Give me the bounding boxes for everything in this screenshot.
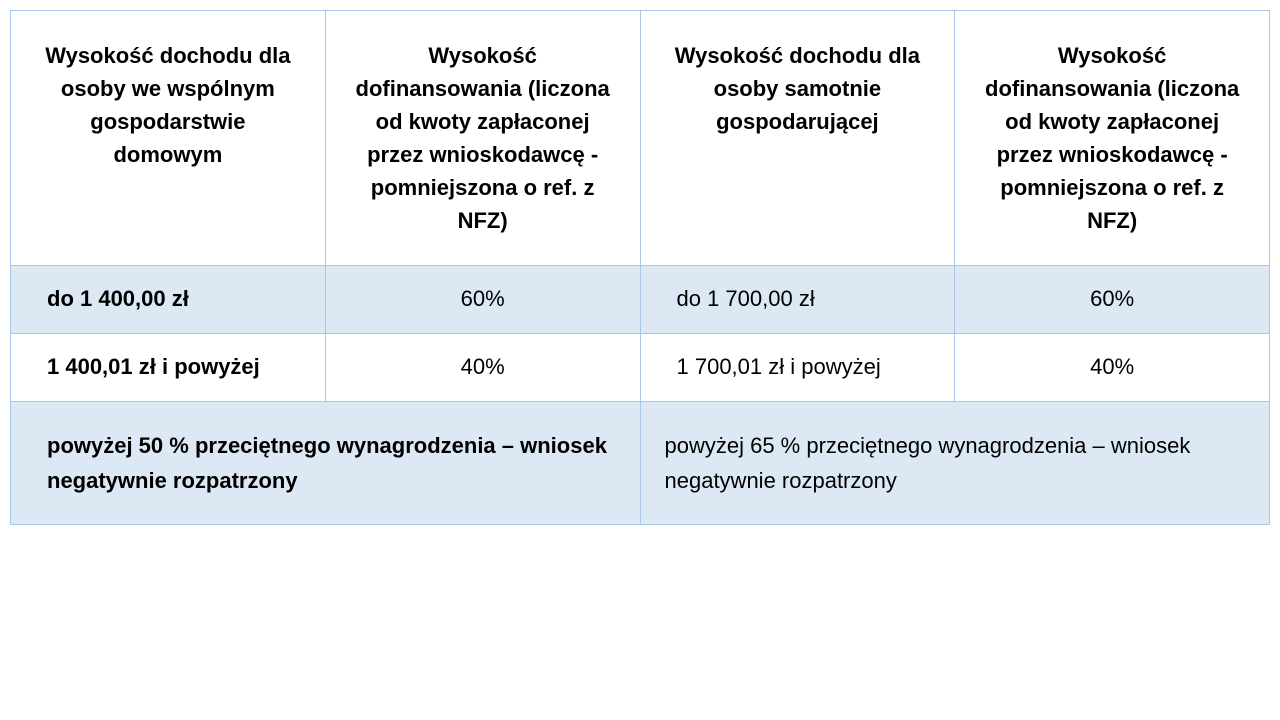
col-header-4: Wysokość dofinansowania (liczona od kwot… <box>955 11 1270 266</box>
footer-shared-rejection: powyżej 50 % przeciętnego wynagrodzenia … <box>11 401 641 524</box>
col-header-3: Wysokość dochodu dla osoby samotnie gosp… <box>640 11 955 266</box>
cell-funding-single-2: 40% <box>955 333 1270 401</box>
cell-funding-single-1: 60% <box>955 266 1270 334</box>
table-row: 1 400,01 zł i powyżej 40% 1 700,01 zł i … <box>11 333 1270 401</box>
footer-single-rejection: powyżej 65 % przeciętnego wynagrodzenia … <box>640 401 1270 524</box>
cell-funding-shared-1: 60% <box>325 266 640 334</box>
table-footer-row: powyżej 50 % przeciętnego wynagrodzenia … <box>11 401 1270 524</box>
table-header-row: Wysokość dochodu dla osoby we wspólnym g… <box>11 11 1270 266</box>
col-header-1: Wysokość dochodu dla osoby we wspólnym g… <box>11 11 326 266</box>
cell-income-single-2: 1 700,01 zł i powyżej <box>640 333 955 401</box>
income-funding-table: Wysokość dochodu dla osoby we wspólnym g… <box>10 10 1270 525</box>
cell-income-shared-2: 1 400,01 zł i powyżej <box>11 333 326 401</box>
table-row: do 1 400,00 zł 60% do 1 700,00 zł 60% <box>11 266 1270 334</box>
col-header-2: Wysokość dofinansowania (liczona od kwot… <box>325 11 640 266</box>
cell-income-shared-1: do 1 400,00 zł <box>11 266 326 334</box>
cell-income-single-1: do 1 700,00 zł <box>640 266 955 334</box>
cell-funding-shared-2: 40% <box>325 333 640 401</box>
